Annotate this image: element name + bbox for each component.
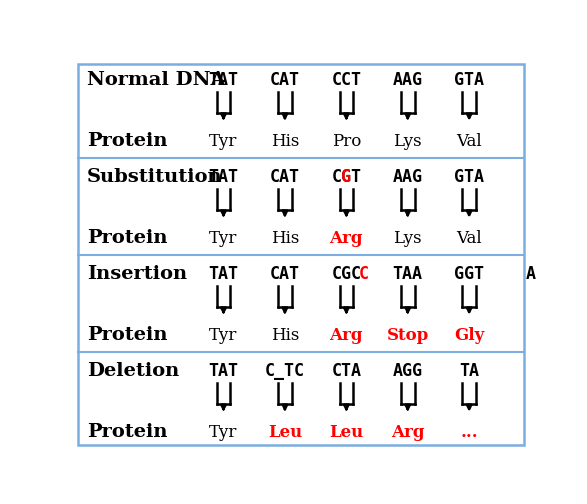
Text: Val: Val [456,133,482,150]
Text: Lys: Lys [393,133,422,150]
Text: AAG: AAG [393,168,423,186]
Text: CAT: CAT [270,168,300,186]
Text: CAT: CAT [270,71,300,89]
Text: Protein: Protein [87,326,167,344]
Text: TAT: TAT [208,71,238,89]
Text: Pro: Pro [332,133,361,150]
Text: ...: ... [460,423,478,440]
Text: Arg: Arg [391,423,424,440]
Text: Deletion: Deletion [87,362,179,380]
Text: Arg: Arg [329,229,363,246]
Text: Val: Val [456,229,482,246]
Text: CTA: CTA [331,362,362,380]
Text: TAT: TAT [208,362,238,380]
Text: Leu: Leu [329,423,363,440]
Text: AAG: AAG [393,71,423,89]
Text: CGT: CGT [331,168,362,186]
Text: Tyr: Tyr [210,423,238,440]
Text: Arg: Arg [329,327,363,344]
Text: Tyr: Tyr [210,327,238,344]
Text: Protein: Protein [87,423,167,441]
Text: CAT: CAT [270,265,300,283]
Text: Leu: Leu [268,423,302,440]
Text: Tyr: Tyr [210,133,238,150]
Text: TAT: TAT [208,168,238,186]
Text: AGG: AGG [393,362,423,380]
Text: Substitution: Substitution [87,168,222,186]
Text: Tyr: Tyr [210,229,238,246]
Text: TAT: TAT [208,265,238,283]
Text: His: His [271,327,299,344]
Text: C_TC: C_TC [265,362,305,380]
Text: A: A [525,265,535,283]
Text: Insertion: Insertion [87,265,187,283]
Text: Gly: Gly [454,327,484,344]
Text: CCT: CCT [331,71,362,89]
Text: Normal DNA: Normal DNA [87,71,225,89]
Text: TA: TA [459,362,479,380]
Text: His: His [271,229,299,246]
Text: Stop: Stop [387,327,429,344]
Text: GGT: GGT [454,265,484,283]
Text: CGC: CGC [331,265,362,283]
Text: C: C [359,265,369,283]
Text: G: G [341,168,352,186]
Text: Lys: Lys [393,229,422,246]
Text: Protein: Protein [87,229,167,247]
Text: Protein: Protein [87,132,167,150]
Text: GTA: GTA [454,71,484,89]
Text: GTA: GTA [454,168,484,186]
Text: TAA: TAA [393,265,423,283]
Text: His: His [271,133,299,150]
